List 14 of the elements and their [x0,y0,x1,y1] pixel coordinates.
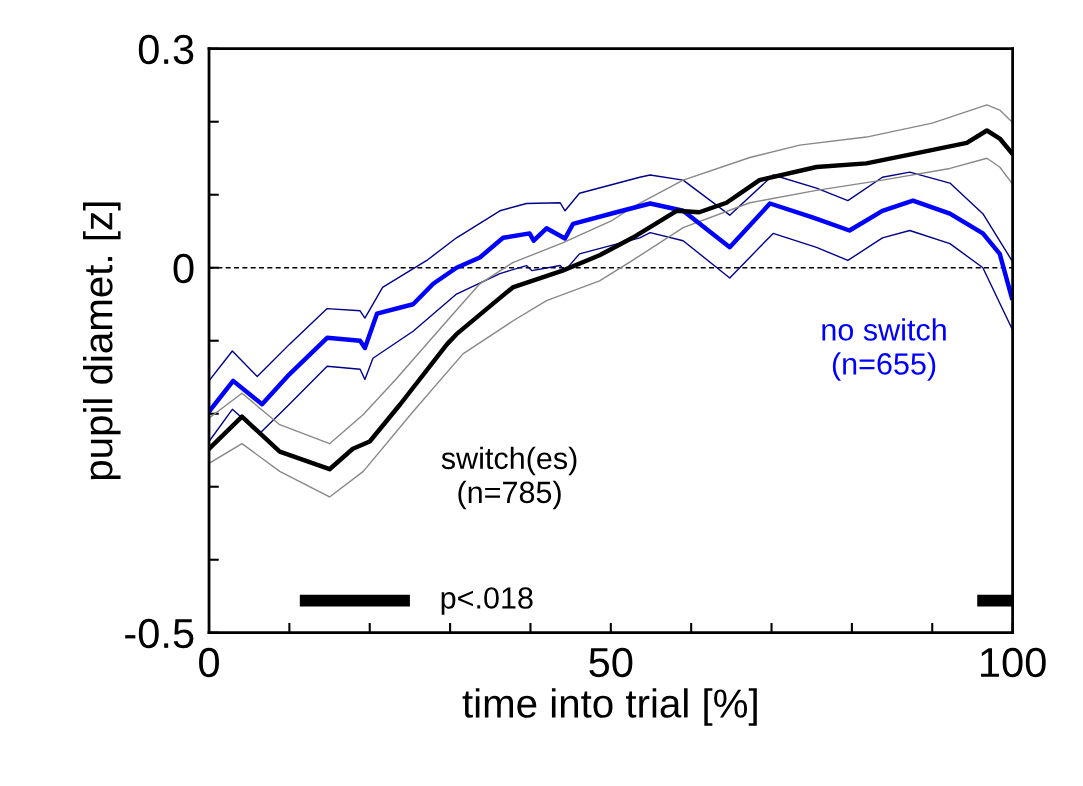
annotation: p<.018 [441,587,533,615]
y-tick-label: 0 [173,253,194,284]
x-tick-label: 50 [589,647,633,678]
x-tick-label: 0 [199,647,219,678]
y-axis-title: pupil diamet. [z] [83,202,121,480]
line-series [209,198,1013,414]
line-series [209,171,1013,382]
text: no switch (n=655) [822,318,946,381]
x-axis-title: time into trial [%] [462,688,757,726]
y-tick-label: 0.3 [138,34,194,65]
x-tick-label: 100 [981,647,1046,678]
series-label: switch(es) (n=785) [441,446,577,510]
y-tick-label: -0.5 [125,618,194,649]
line-series [209,229,1013,443]
